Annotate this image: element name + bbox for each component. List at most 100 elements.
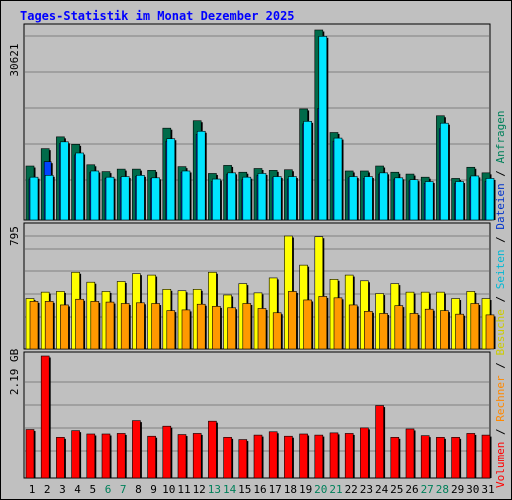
bar-pages-day-19 [303,121,312,221]
legend-item-seiten: Seiten [494,250,507,290]
bar-pages-day-9 [151,177,160,221]
bar-pages-day-26 [409,179,419,221]
axis-label-visits: 795 [8,226,21,246]
bar-pages-day-6 [105,176,115,221]
legend-separator: / [494,422,507,442]
bars-layer [25,29,496,479]
x-tick-label-23: 23 [360,483,373,496]
bar-sites-day-20 [318,296,328,350]
bar-volume-day-10 [162,425,172,479]
bar-pages-day-7 [120,176,130,221]
legend-separator: / [494,289,507,309]
bar-volume-day-21 [329,432,339,479]
bar-sites-day-5 [90,301,100,350]
x-tick-label-9: 9 [150,483,157,496]
bar-pages-day-20 [318,36,328,221]
bar-volume-day-15 [238,439,248,479]
bar-volume-day-9 [147,435,156,479]
x-tick-label-25: 25 [390,483,403,496]
bar-sites-day-22 [348,304,358,350]
bar-volume-day-22 [344,433,354,479]
x-tick-label-22: 22 [345,483,358,496]
bar-pages-day-21 [333,137,343,221]
bar-volume-day-2 [40,355,50,479]
bar-pages-day-22 [348,176,358,221]
bar-volume-day-3 [56,437,65,479]
bar-volume-day-13 [208,420,217,479]
x-tick-label-11: 11 [177,483,190,496]
bar-sites-day-29 [455,313,464,350]
legend-item-volumen: Volumen [494,442,507,488]
bar-volume-day-5 [86,433,96,479]
bar-volume-day-20 [314,434,324,479]
chart-title: Tages-Statistik im Monat Dezember 2025 [20,9,295,23]
bar-sites-day-7 [120,303,130,350]
x-tick-label-26: 26 [405,483,418,496]
bar-volume-day-28 [436,437,445,479]
x-tick-label-20: 20 [314,483,327,496]
bar-pages-day-16 [257,173,267,221]
bar-sites-day-14 [227,307,236,350]
bar-pages-day-28 [440,122,449,221]
bar-pages-day-18 [288,176,297,221]
axis-label-volume: 2.19 GB [8,348,21,395]
bar-pages-day-2 [44,175,54,221]
bar-volume-day-12 [192,433,202,479]
x-tick-label-16: 16 [253,483,266,496]
bar-sites-day-11 [181,309,191,350]
bar-volume-day-30 [466,433,476,479]
bar-sites-day-28 [440,310,449,350]
bar-pages-day-25 [394,177,404,221]
bar-sites-day-26 [409,313,419,350]
bar-pages-day-15 [242,176,252,221]
x-tick-label-17: 17 [269,483,282,496]
bar-pages-day-31 [485,178,495,221]
bar-volume-day-23 [360,427,369,479]
bar-volume-day-25 [390,437,400,479]
bar-pages-day-4 [75,152,84,221]
bar-pages-day-14 [227,172,236,221]
legend-item-anfragen: Anfragen [494,110,507,163]
right-legend: Volumen / Rechner / Besuche / Seiten / D… [494,110,507,488]
bar-volume-day-11 [177,434,187,479]
bar-volume-day-6 [101,433,111,479]
legend-separator: / [494,163,507,183]
bar-sites-day-17 [272,312,282,350]
bar-pages-day-12 [196,130,206,221]
bar-volume-day-29 [451,437,460,479]
x-tick-label-18: 18 [284,483,297,496]
bar-sites-day-31 [485,314,495,350]
x-tick-label-1: 1 [29,483,36,496]
x-tick-label-2: 2 [44,483,51,496]
bar-pages-day-10 [166,138,176,221]
x-tick-label-27: 27 [421,483,434,496]
bar-volume-day-7 [116,433,126,479]
bar-volume-day-24 [375,405,384,479]
x-tick-label-5: 5 [89,483,96,496]
x-tick-label-29: 29 [451,483,464,496]
bar-volume-day-4 [71,430,80,479]
x-tick-label-3: 3 [59,483,66,496]
bar-volume-day-17 [268,431,278,479]
x-tick-label-7: 7 [120,483,127,496]
x-tick-label-24: 24 [375,483,389,496]
bar-volume-day-14 [223,437,232,479]
bar-sites-day-30 [470,303,480,350]
bar-pages-day-8 [136,175,145,221]
bar-pages-day-17 [272,176,282,221]
x-tick-label-21: 21 [329,483,342,496]
bar-sites-day-18 [288,291,297,350]
bar-sites-day-21 [333,297,343,350]
x-tick-label-6: 6 [105,483,112,496]
x-tick-label-12: 12 [193,483,206,496]
x-tick-label-31: 31 [481,483,494,496]
bar-pages-day-30 [470,175,480,221]
x-tick-label-8: 8 [135,483,142,496]
bar-sites-day-23 [364,311,373,350]
bar-volume-day-18 [284,435,293,479]
bar-pages-day-5 [90,170,100,221]
legend-separator: / [494,356,507,376]
bar-volume-day-26 [405,428,415,479]
